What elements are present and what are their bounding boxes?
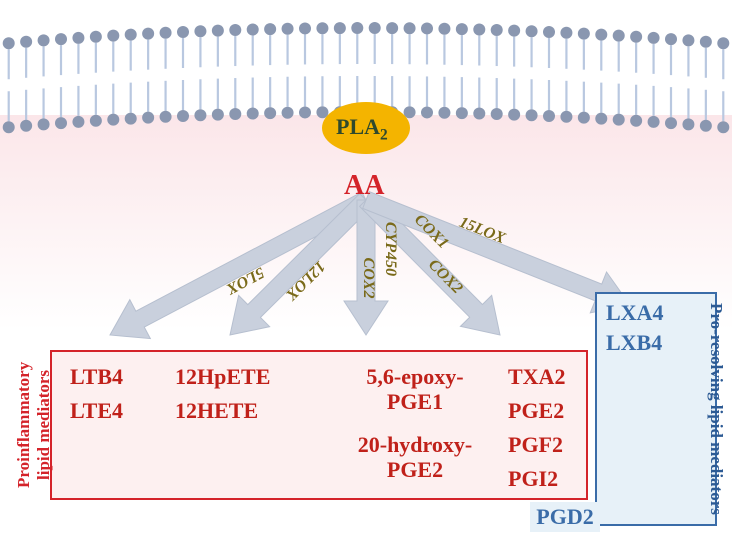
proresolving-box (595, 292, 717, 526)
proinflammatory-mediator: 20-hydroxy-PGE2 (330, 432, 500, 483)
proinflammatory-mediator: 12HpETE (175, 364, 270, 390)
enzyme-label: CYP450 (381, 221, 399, 275)
proinflammatory-mediator: PGE2 (508, 398, 564, 424)
aa-label: AA (344, 170, 384, 202)
proinflammatory-mediator: LTE4 (70, 398, 123, 424)
pla2-label: PLA2 (336, 114, 388, 144)
enzyme-label: COX2 (359, 258, 377, 299)
proinflammatory-mediator: 5,6-epoxy-PGE1 (330, 364, 500, 415)
proresolving-mediator: LXA4 (606, 300, 663, 326)
proinflammatory-mediator: PGF2 (508, 432, 563, 458)
proinflammatory-mediator: 12HETE (175, 398, 258, 424)
proinflammatory-mediator: TXA2 (508, 364, 565, 390)
proresolving-vertical-label: Pro-resolving lipid mediators (706, 292, 726, 526)
proinflammatory-vertical-label: Proinflammatory lipid mediators (14, 350, 54, 500)
proinflammatory-mediator: LTB4 (70, 364, 123, 390)
proresolving-mediator: LXB4 (606, 330, 662, 356)
pgd2-label: PGD2 (530, 502, 600, 532)
proinflammatory-mediator: PGI2 (508, 466, 558, 492)
